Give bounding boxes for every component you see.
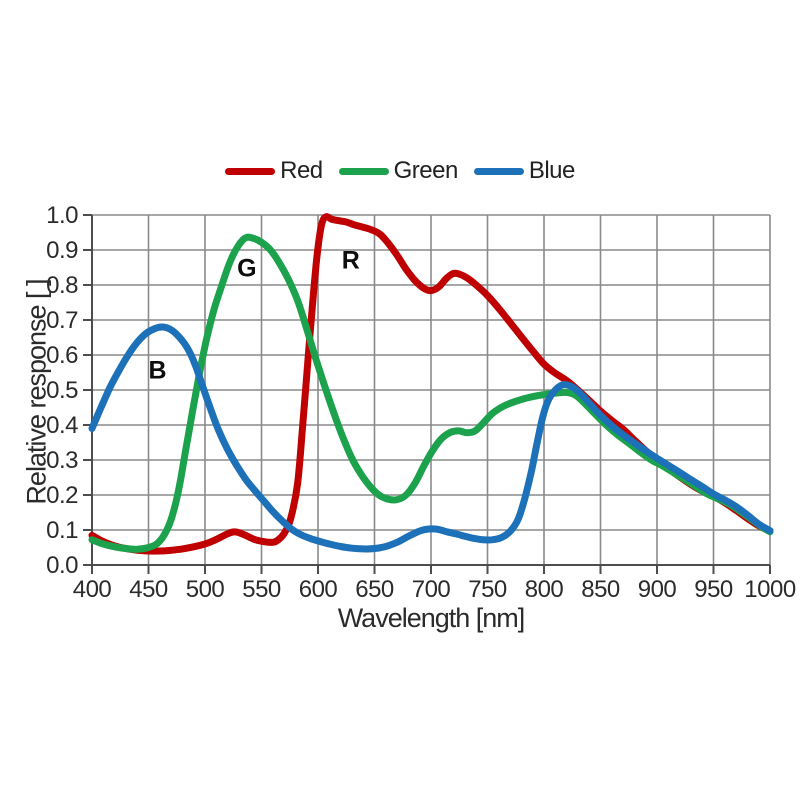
curve-label-green: G [237,254,257,283]
y-axis-title: Relative response [ ] [21,279,52,505]
x-tick-label: 900 [638,576,677,603]
y-tick-label: 0.0 [46,552,78,579]
x-tick-label: 950 [694,576,733,603]
chart-legend: Red Green Blue [0,157,800,185]
x-tick-label: 650 [355,576,394,603]
y-tick-label: 0.8 [46,272,78,299]
x-tick-label: 550 [242,576,281,603]
x-tick-label: 500 [186,576,225,603]
x-tick-label: 750 [468,576,507,603]
x-tick-label: 850 [581,576,620,603]
y-tick-label: 0.6 [46,342,78,369]
legend-swatch-green-line [338,167,389,175]
legend-label-green: Green [393,157,459,184]
legend-item-green: Green [338,157,459,185]
y-tick-label: 0.2 [46,482,78,509]
x-tick-label: 800 [525,576,564,603]
curve-label-blue: B [148,356,167,385]
legend-swatch-blue-line [473,167,524,175]
x-tick-label: 400 [73,576,112,603]
legend-label-blue: Blue [528,157,576,184]
y-tick-label: 0.4 [46,412,78,439]
x-axis-title: Wavelength [nm] [337,603,526,633]
y-tick-label: 0.5 [46,377,78,404]
legend-item-blue: Blue [473,157,576,185]
y-tick-label: 0.7 [46,307,78,334]
legend-swatch-red-line [225,167,276,175]
legend-item-red: Red [225,157,323,185]
blue-series-line [88,323,774,553]
legend-label-red: Red [280,157,323,184]
curve-label-red: R [341,246,360,275]
x-tick-label: 1000 [744,576,796,603]
x-tick-label: 600 [299,576,338,603]
x-tick-label: 700 [412,576,451,603]
x-tick-label: 450 [129,576,168,603]
y-tick-label: 0.3 [46,447,78,474]
y-tick-label: 0.9 [46,237,78,264]
y-tick-label: 0.1 [46,517,78,544]
y-tick-label: 1.0 [46,202,78,229]
